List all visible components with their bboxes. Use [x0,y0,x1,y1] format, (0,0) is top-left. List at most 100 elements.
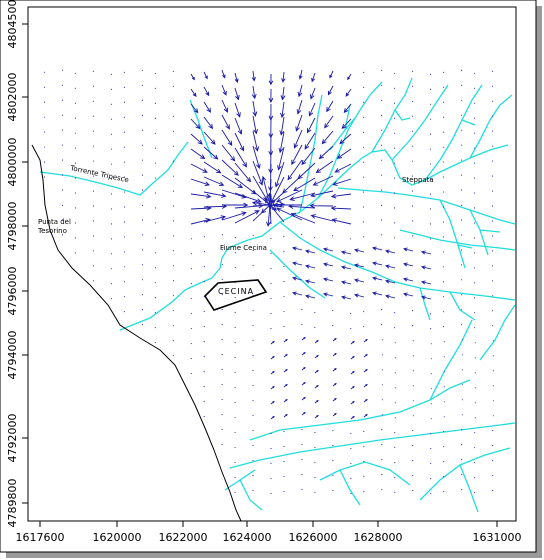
velocity-vector-arrow [372,261,383,266]
velocity-vector-arrow [92,100,95,102]
velocity-vector-arrow [295,114,303,132]
velocity-vector-arrow [221,114,230,130]
velocity-vector-arrow [297,84,303,98]
river-south-6 [479,304,516,361]
velocity-vector-arrow [190,88,197,98]
velocity-vector-arrow [307,117,316,134]
velocity-vector-arrow [350,340,355,345]
river-branch-small [269,249,326,299]
velocity-vector-arrow [430,477,432,480]
velocity-vector-arrow [412,340,414,342]
velocity-vector-arrow [123,71,126,74]
velocity-vector-arrow [234,177,257,195]
velocity-vector-arrow [381,414,383,416]
velocity-vector-arrow [203,215,227,223]
velocity-vector-arrow [221,69,226,79]
velocity-vector-arrow [350,400,355,405]
velocity-vector-arrow [190,178,211,187]
y-tick-label: 4800000 [6,138,19,187]
velocity-vector-arrow [430,343,432,345]
velocity-vector-arrow [326,100,334,113]
y-tick-label: 4792000 [6,414,19,463]
velocity-vector-arrow [221,159,239,176]
velocity-vector-arrow [461,458,463,461]
velocity-vector-arrow [172,280,175,282]
velocity-vector-arrow [362,101,365,104]
velocity-vector-arrow [430,432,432,435]
velocity-vector-arrow [270,340,275,345]
y-tick-label: 4789800 [6,479,19,528]
velocity-vector-arrow [363,353,368,358]
velocity-vector-arrow [251,200,285,208]
velocity-vector-arrow [190,312,192,315]
velocity-vector-arrow [492,474,494,477]
velocity-vector-arrow [363,325,365,328]
velocity-vector-arrow [309,203,334,209]
velocity-vector-arrow [314,354,319,359]
river-south-3 [224,469,263,511]
velocity-vector-arrow [341,250,352,255]
velocity-vector-arrow [341,118,352,130]
velocity-vector-arrow [298,69,303,80]
velocity-vector-arrow [300,233,303,236]
velocity-vector-arrow [315,160,334,174]
velocity-vector-arrow [442,326,445,328]
river-north-6 [424,84,483,181]
velocity-vector-arrow [350,415,355,420]
x-tick-label: 1626000 [289,531,338,544]
velocity-vector-arrow [393,312,396,314]
velocity-vector-arrow [301,351,306,356]
velocity-vector-arrow [123,311,126,313]
velocity-vector-arrow [473,327,476,329]
velocity-vector-arrow [492,400,494,402]
velocity-vector-arrow [234,72,239,84]
river-east-trib-1 [439,199,473,269]
velocity-vector-arrow [74,87,77,89]
velocity-vector-arrow [190,133,203,145]
velocity-vector-arrow [442,71,445,73]
velocity-vector-arrow [403,247,414,252]
velocity-vector-arrow [380,99,383,102]
velocity-vector-arrow [154,117,157,119]
velocity-vector-arrow [492,355,494,357]
velocity-vector-arrow [221,211,247,221]
velocity-vector-arrow [443,386,445,388]
velocity-vector-arrow [411,85,414,87]
velocity-vector-arrow [332,178,352,186]
river-south-trib [419,287,476,321]
velocity-vector-arrow [141,84,144,87]
velocity-vector-arrow [310,87,316,100]
velocity-vector-arrow [393,326,396,329]
velocity-vector-arrow [460,69,463,71]
velocity-vector-arrow [61,204,64,206]
velocity-vector-arrow [412,385,414,387]
velocity-vector-arrow [277,146,285,171]
velocity-vector-arrow [283,398,288,403]
velocity-vector-arrow [283,383,288,388]
velocity-vector-arrow [411,70,414,73]
velocity-vector-arrow [430,358,432,360]
velocity-vector-arrow [412,355,414,357]
velocity-vector-arrow [279,116,285,136]
velocity-vector-arrow [394,417,396,419]
velocity-vector-arrow [203,191,227,198]
velocity-vector-arrow [252,100,258,117]
velocity-vector-arrow [310,214,334,222]
velocity-vector-arrow [266,193,272,227]
velocity-vector-arrow [292,261,303,266]
velocity-vector-arrow [443,371,445,373]
velocity-vector-arrow [203,71,208,80]
velocity-vector-arrow [461,443,463,446]
velocity-vector-arrow [461,339,463,341]
velocity-vector-arrow [154,87,157,90]
velocity-vector-arrow [363,383,368,388]
velocity-vector-arrow [110,88,113,90]
velocity-vector-arrow [461,473,463,476]
velocity-vector-arrow [221,99,229,113]
velocity-vector-arrow [293,129,303,149]
velocity-vector-arrow [301,381,306,386]
velocity-vector-arrow [461,354,463,356]
velocity-vector-arrow [363,310,365,313]
velocity-vector-arrow [292,276,303,281]
velocity-vector-arrow [141,114,144,116]
